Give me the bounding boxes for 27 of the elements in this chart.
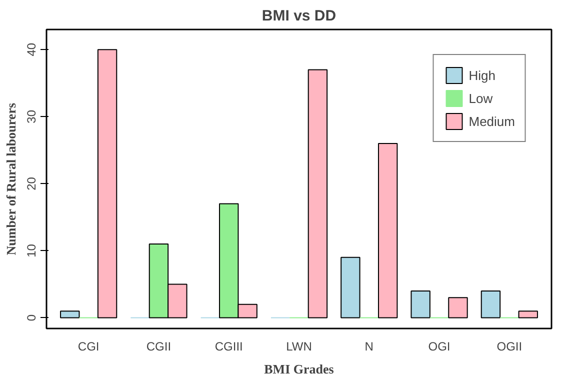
- x-tick-label: OGI: [428, 340, 450, 354]
- y-tick-label: 0: [24, 314, 38, 322]
- y-tick-label: 10: [24, 244, 38, 258]
- bar: [518, 310, 538, 318]
- chart-title: BMI vs DD: [262, 8, 336, 24]
- legend-label: Low: [468, 90, 493, 106]
- x-tick-label: CGIII: [214, 340, 243, 354]
- bar: [60, 310, 80, 318]
- legend-label: High: [468, 68, 496, 82]
- legend-label: Medium: [468, 114, 515, 128]
- bar: [448, 297, 468, 318]
- bar: [308, 69, 328, 318]
- x-axis-title: BMI Grades: [264, 362, 334, 376]
- x-tick-label: CGII: [146, 340, 172, 354]
- y-tick-label: 20: [24, 176, 38, 190]
- bar: [378, 142, 398, 318]
- x-tick-label: CGI: [78, 340, 100, 354]
- x-tick-label: N: [364, 340, 374, 354]
- y-tick-label: 40: [24, 42, 38, 56]
- bar: [340, 256, 360, 318]
- y-axis-title: Number of Rural labourers: [4, 102, 18, 256]
- x-tick-label: OGII: [496, 340, 522, 354]
- bar: [97, 49, 118, 318]
- y-tick-label: 30: [24, 110, 38, 124]
- bar: [480, 290, 501, 318]
- x-tick-label: LWN: [286, 340, 312, 354]
- bar: [410, 290, 430, 318]
